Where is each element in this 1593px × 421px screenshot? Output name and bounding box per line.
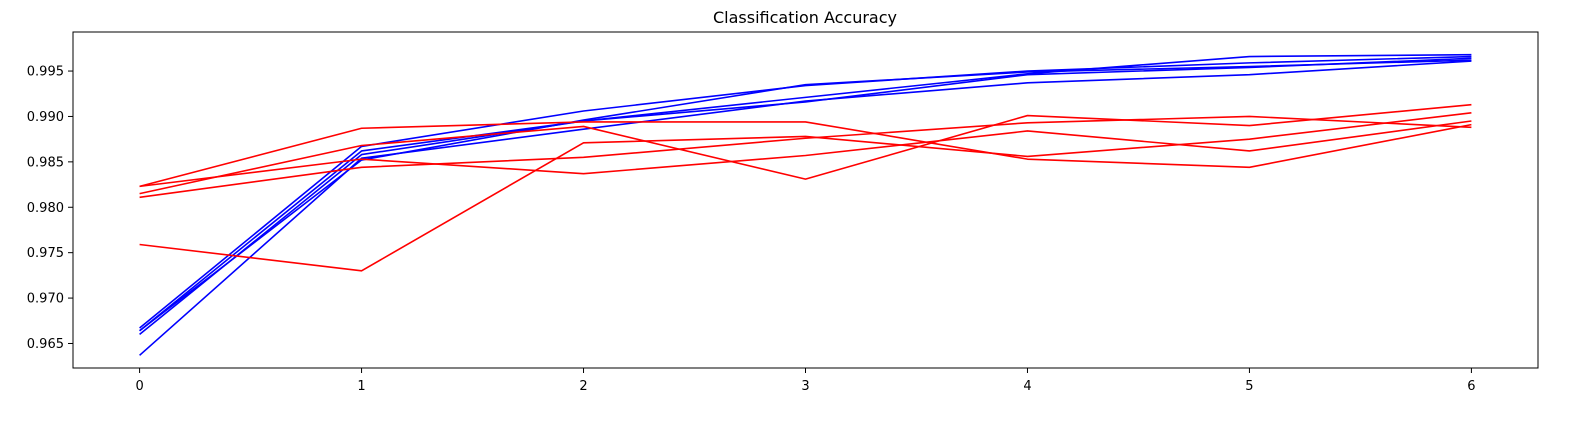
y-tick-label: 0.970	[27, 292, 64, 307]
y-axis: 0.965 0.970 0.975 0.980 0.985 0.990 0.995	[27, 65, 73, 352]
y-tick-label: 0.965	[27, 337, 64, 352]
chart-title: Classification Accuracy	[713, 8, 897, 27]
series-line-0	[139, 60, 1472, 356]
x-tick-label: 6	[1467, 379, 1475, 394]
series-line-1	[139, 57, 1472, 336]
plot-frame	[72, 31, 1539, 369]
y-tick-label: 0.990	[27, 110, 64, 125]
y-tick-label: 0.975	[27, 246, 64, 261]
x-tick-label: 1	[357, 379, 365, 394]
series-layer	[139, 53, 1472, 356]
x-tick-label: 5	[1245, 379, 1253, 394]
y-tick-label: 0.995	[27, 65, 64, 80]
x-tick-label: 2	[579, 379, 587, 394]
series-line-4	[139, 59, 1472, 332]
x-axis: 0 1 2 3 4 5 6	[135, 368, 1476, 394]
x-tick-label: 0	[135, 379, 143, 394]
y-tick-label: 0.980	[27, 201, 64, 216]
series-line-6	[139, 120, 1472, 188]
series-line-2	[139, 53, 1472, 332]
series-line-3	[139, 55, 1472, 329]
x-tick-label: 3	[801, 379, 809, 394]
series-line-5	[139, 121, 1472, 188]
series-line-9	[139, 112, 1472, 272]
series-line-7	[139, 103, 1472, 195]
x-tick-label: 4	[1023, 379, 1031, 394]
y-tick-label: 0.985	[27, 155, 64, 170]
series-line-8	[139, 115, 1472, 199]
